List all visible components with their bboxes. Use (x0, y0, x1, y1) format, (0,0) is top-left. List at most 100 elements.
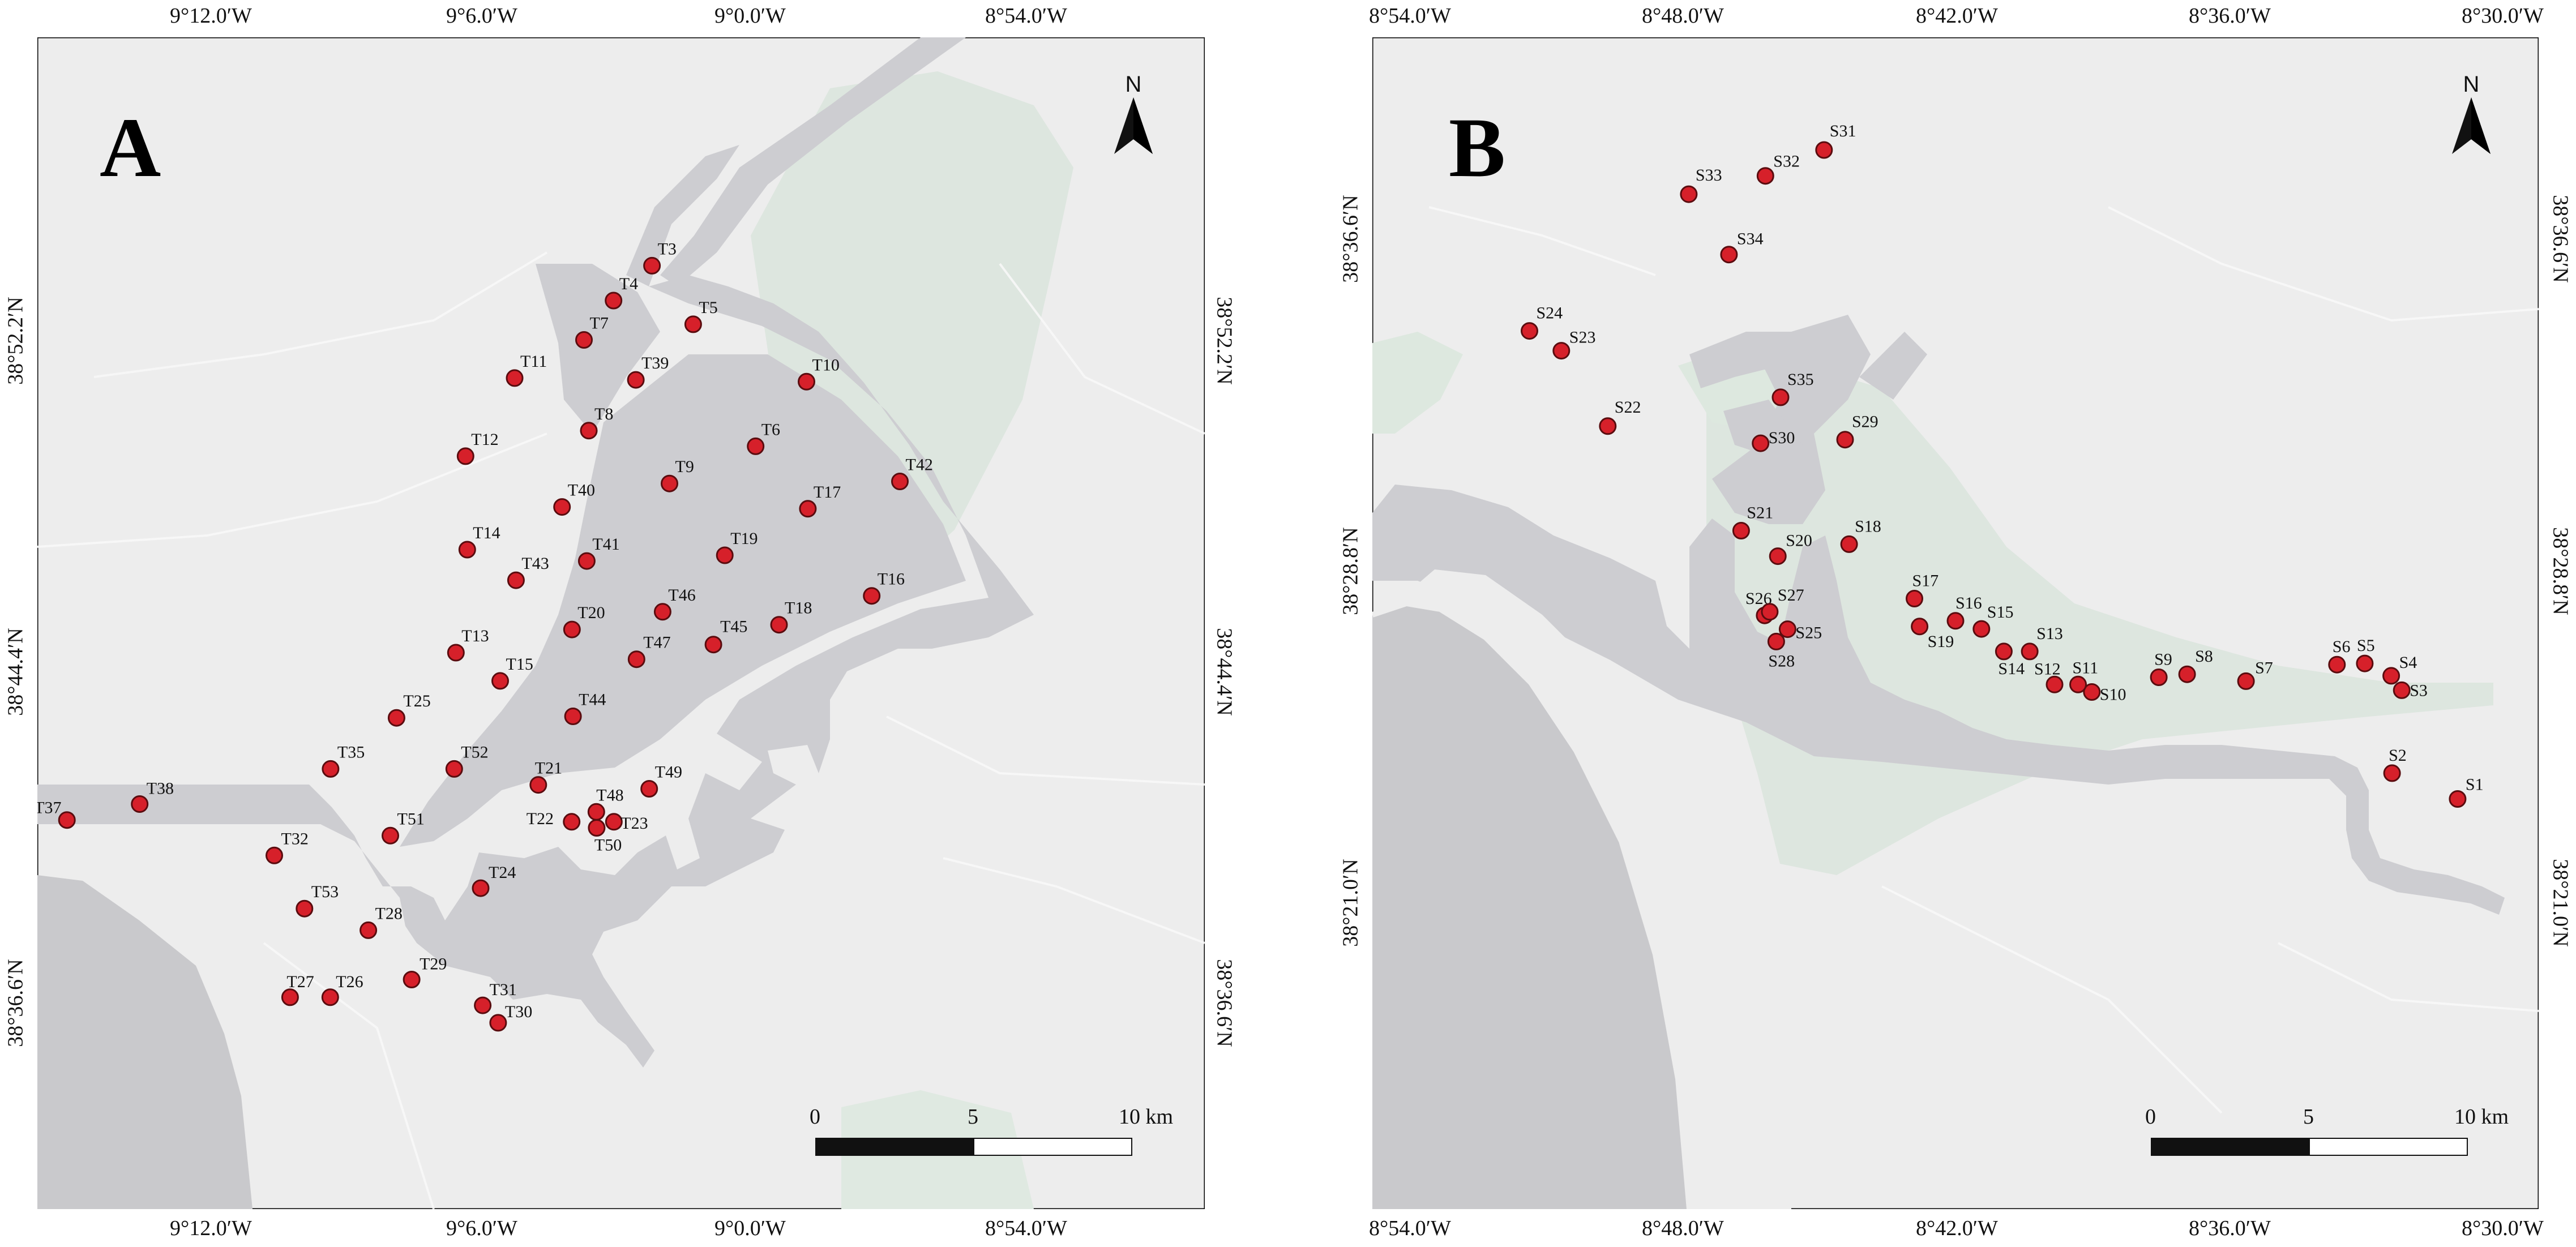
station-marker[interactable] (640, 780, 658, 798)
station-marker[interactable] (575, 331, 593, 349)
station-marker[interactable] (661, 474, 678, 492)
scale-label-10km: 10 km (1119, 1105, 1174, 1129)
station-marker[interactable] (770, 616, 788, 634)
station-marker[interactable] (704, 636, 722, 654)
station-label: S9 (2154, 650, 2172, 669)
station-marker[interactable] (580, 422, 598, 440)
station-marker[interactable] (266, 846, 283, 864)
station-marker[interactable] (605, 813, 623, 831)
station-marker[interactable] (1761, 603, 1779, 621)
station-marker[interactable] (553, 498, 571, 516)
station-marker[interactable] (1946, 612, 1965, 630)
station-marker[interactable] (643, 256, 661, 275)
station-marker[interactable] (2021, 642, 2039, 661)
station-label: S7 (2255, 658, 2273, 677)
north-arrow-icon (2452, 97, 2491, 154)
station-marker[interactable] (587, 803, 605, 821)
station-marker[interactable] (588, 819, 606, 837)
station-marker[interactable] (563, 620, 581, 639)
station-marker[interactable] (1769, 547, 1787, 565)
station-marker[interactable] (564, 708, 582, 725)
station-marker[interactable] (653, 603, 671, 621)
station-marker[interactable] (474, 996, 492, 1014)
station-label: T22 (527, 809, 554, 828)
station-marker[interactable] (627, 371, 645, 389)
station-marker[interactable] (360, 921, 378, 939)
station-marker[interactable] (799, 500, 817, 518)
station-marker[interactable] (577, 552, 596, 570)
station-marker[interactable] (1778, 620, 1796, 639)
station-marker[interactable] (1815, 141, 1833, 159)
station-marker[interactable] (863, 587, 881, 605)
station-marker[interactable] (1756, 167, 1774, 185)
station-label: T40 (568, 481, 595, 500)
station-marker[interactable] (891, 473, 909, 490)
station-marker[interactable] (507, 571, 525, 589)
station-label: T30 (505, 1002, 532, 1021)
a-right-tick: 38°52.2′N (1212, 297, 1236, 385)
station-marker[interactable] (747, 437, 765, 455)
a-bottom-tick: 9°12.0′W (170, 1216, 252, 1240)
station-marker[interactable] (563, 813, 581, 831)
station-marker[interactable] (2356, 654, 2374, 672)
station-marker[interactable] (1720, 246, 1738, 264)
station-marker[interactable] (491, 672, 509, 690)
station-marker[interactable] (387, 709, 405, 727)
station-marker[interactable] (627, 650, 645, 669)
station-marker[interactable] (296, 899, 314, 918)
station-marker[interactable] (1995, 642, 2013, 661)
station-marker[interactable] (2178, 665, 2196, 683)
station-marker[interactable] (131, 795, 149, 813)
station-label: T37 (37, 799, 62, 817)
scale-label-5: 5 (968, 1105, 978, 1129)
station-marker[interactable] (403, 971, 421, 988)
station-marker[interactable] (1911, 618, 1929, 636)
station-marker[interactable] (2449, 790, 2467, 808)
station-marker[interactable] (2237, 672, 2255, 690)
station-marker[interactable] (2046, 675, 2064, 693)
station-marker[interactable] (1732, 522, 1750, 539)
station-marker[interactable] (489, 1014, 507, 1032)
station-marker[interactable] (2382, 667, 2400, 685)
station-marker[interactable] (605, 292, 623, 310)
station-marker[interactable] (1972, 620, 1991, 638)
station-marker[interactable] (684, 315, 702, 333)
station-marker[interactable] (2083, 683, 2101, 701)
station-label: T15 (506, 655, 533, 674)
station-marker[interactable] (529, 776, 547, 794)
station-label: S8 (2195, 647, 2213, 666)
station-marker[interactable] (798, 372, 815, 391)
station-marker[interactable] (1599, 417, 1617, 435)
station-marker[interactable] (2150, 669, 2168, 686)
station-marker[interactable] (1752, 434, 1770, 452)
station-marker[interactable] (281, 988, 299, 1006)
station-marker[interactable] (58, 811, 76, 829)
station-marker[interactable] (2328, 655, 2346, 674)
station-marker[interactable] (445, 760, 463, 778)
station-marker[interactable] (456, 447, 474, 465)
station-marker[interactable] (458, 541, 476, 559)
a-bottom-tick: 8°54.0′W (985, 1216, 1067, 1240)
station-label: S18 (1855, 517, 1881, 535)
station-marker[interactable] (382, 826, 399, 845)
station-marker[interactable] (447, 644, 465, 662)
station-marker[interactable] (2069, 675, 2087, 693)
ocean (1372, 603, 1689, 1209)
station-marker[interactable] (1771, 388, 1790, 406)
station-marker[interactable] (1906, 590, 1923, 607)
station-marker[interactable] (472, 879, 490, 897)
station-marker[interactable] (322, 760, 340, 778)
station-marker[interactable] (716, 546, 734, 564)
a-top-tick: 9°0.0′W (714, 4, 786, 28)
station-marker[interactable] (2393, 681, 2411, 699)
station-marker[interactable] (1767, 632, 1785, 650)
station-marker[interactable] (1552, 342, 1571, 360)
station-marker[interactable] (1521, 322, 1538, 340)
station-marker[interactable] (2383, 764, 2401, 782)
station-marker[interactable] (321, 988, 339, 1006)
station-marker[interactable] (1680, 185, 1698, 203)
station-label: T16 (878, 570, 905, 589)
station-marker[interactable] (506, 369, 524, 387)
station-marker[interactable] (1840, 535, 1858, 553)
station-marker[interactable] (1836, 431, 1854, 449)
